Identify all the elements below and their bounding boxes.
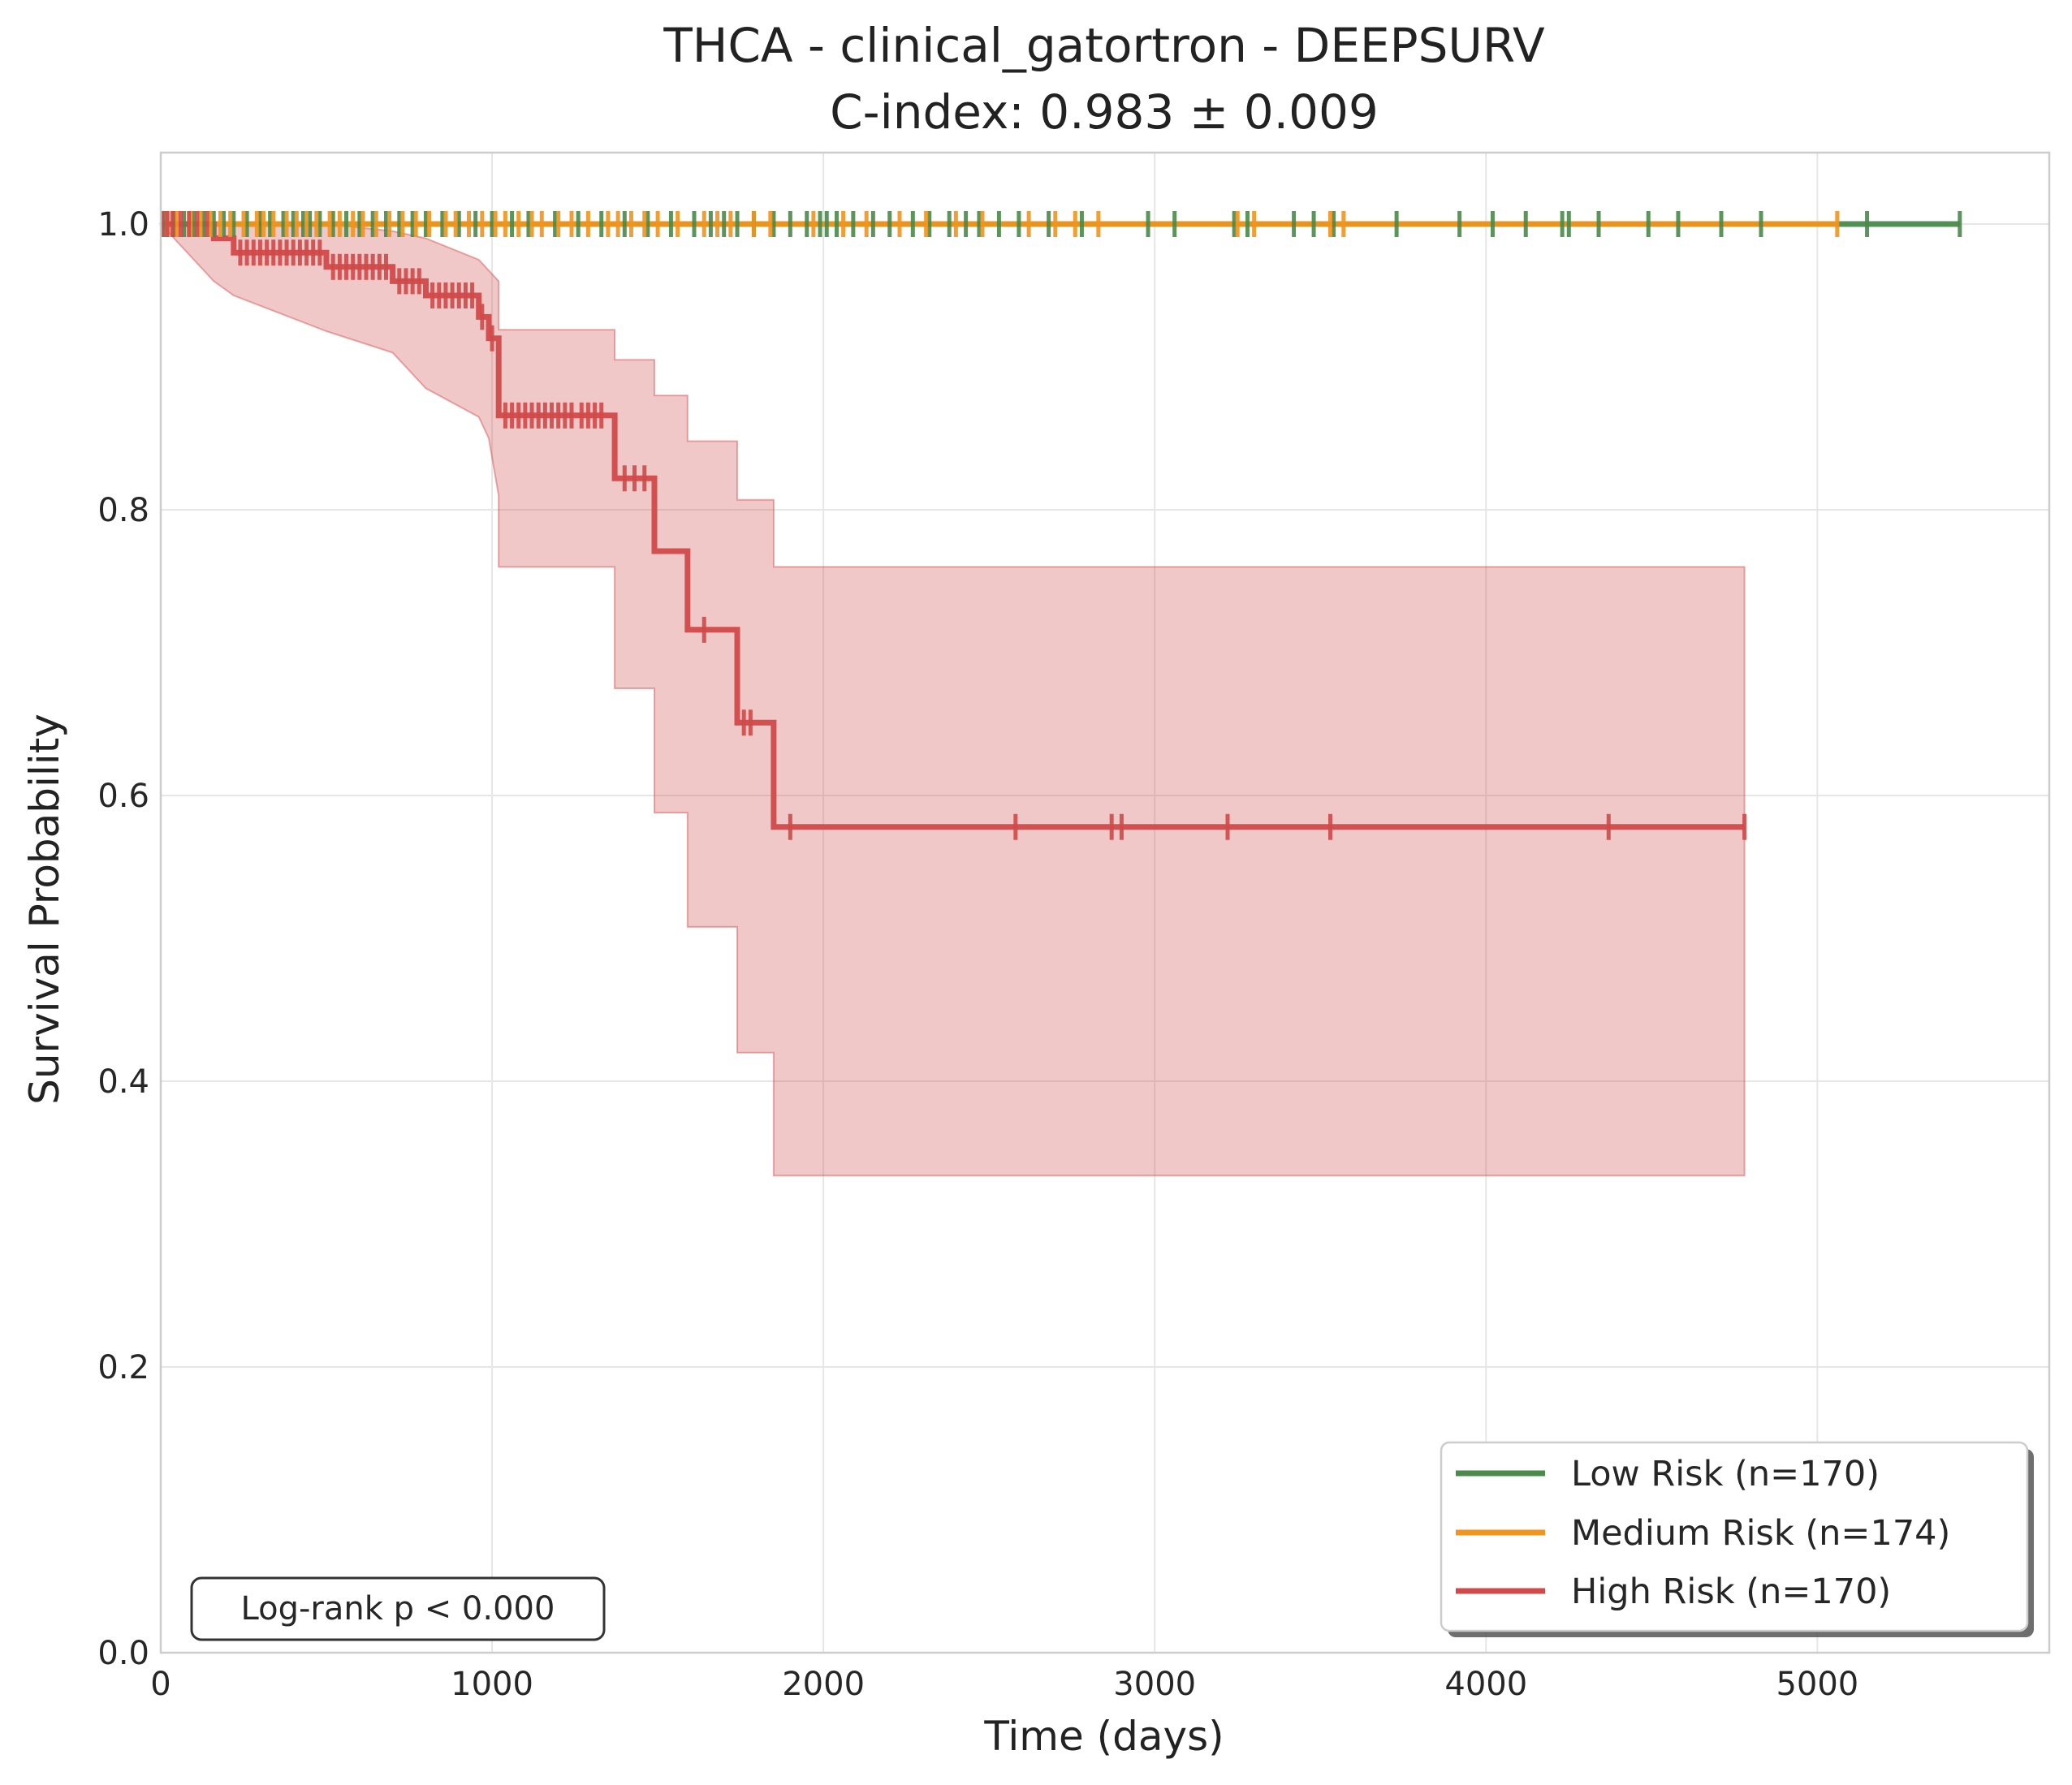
legend-label-medium-risk: Medium Risk (n=174) xyxy=(1571,1513,1950,1554)
x-tick-label: 0 xyxy=(150,1666,171,1703)
y-tick-label: 0.0 xyxy=(97,1635,149,1672)
y-tick-label: 1.0 xyxy=(97,206,149,244)
logrank-text: Log-rank p < 0.000 xyxy=(241,1590,555,1628)
confidence-bands xyxy=(158,223,1746,1177)
y-tick-label: 0.4 xyxy=(97,1063,149,1101)
y-axis-label: Survival Probability xyxy=(21,714,68,1105)
plot-frame xyxy=(159,151,2051,1654)
censor-marks xyxy=(160,211,1962,840)
chart-subtitle: C-index: 0.983 ± 0.009 xyxy=(830,84,1379,140)
x-tick-label: 5000 xyxy=(1776,1666,1858,1703)
y-tick-label: 0.8 xyxy=(97,492,149,529)
y-tick-label: 0.2 xyxy=(97,1349,149,1386)
x-tick-label: 4000 xyxy=(1444,1666,1527,1703)
grid-lines xyxy=(160,153,2049,1653)
legend-label-low-risk: Low Risk (n=170) xyxy=(1571,1454,1880,1494)
legend: Low Risk (n=170) Medium Risk (n=174) Hig… xyxy=(1440,1441,2034,1637)
legend-label-high-risk: High Risk (n=170) xyxy=(1571,1572,1891,1612)
x-tick-label: 1000 xyxy=(451,1666,533,1703)
annotation-box xyxy=(190,1576,606,1641)
x-tick-label: 3000 xyxy=(1113,1666,1196,1703)
axis-ticks: 0 1000 2000 3000 4000 5000 0.0 0.2 0.4 0.6 0.8 1.0 xyxy=(97,206,1858,1703)
x-tick-label: 2000 xyxy=(782,1666,865,1703)
x-axis-label: Time (days) xyxy=(983,1713,1224,1760)
logrank-annotation: Log-rank p < 0.000 xyxy=(190,1576,606,1641)
legend-box xyxy=(1440,1441,2029,1632)
ci-band-series-2 xyxy=(158,223,1746,1177)
y-tick-label: 0.6 xyxy=(97,778,149,815)
chart-title: THCA - clinical_gatortron - DEEPSURV xyxy=(663,18,1545,73)
